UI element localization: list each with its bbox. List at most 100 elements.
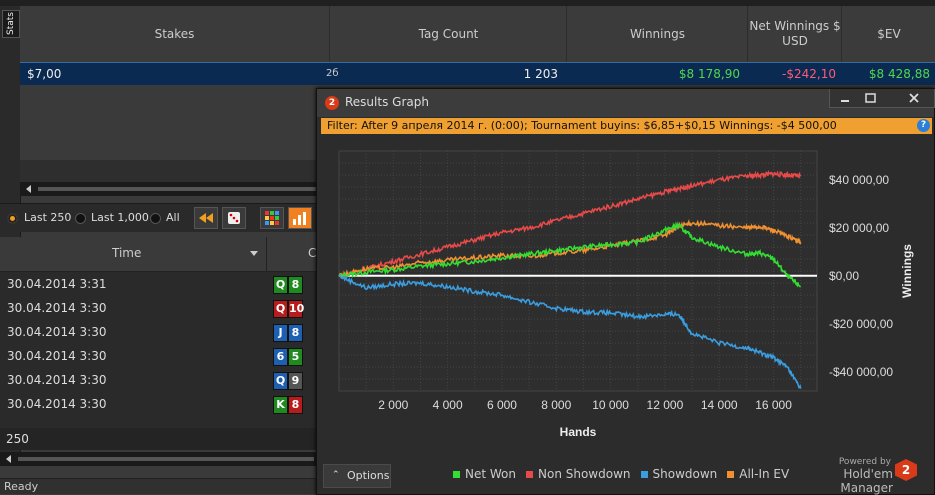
col-tag-count-header[interactable]: Tag Count [329, 6, 567, 62]
card-1: K [273, 396, 288, 414]
hand-row[interactable]: 30.04.2014 3:31 Q 8 [0, 272, 320, 297]
card-2: 8 [288, 276, 303, 294]
x-tick-label: 6 000 [487, 398, 517, 412]
minimize-icon[interactable] [832, 89, 858, 107]
hands-count-bar: 250 [0, 428, 320, 450]
col-time-header[interactable]: Time [112, 246, 142, 260]
card-1: 6 [273, 348, 288, 366]
help-icon[interactable]: ? [917, 119, 930, 132]
label-last-1000[interactable]: Last 1,000 [91, 211, 149, 224]
hands-count: 250 [6, 432, 29, 446]
status-text: Ready [4, 480, 39, 493]
stats-row[interactable]: $7,00 2б 1 203 $8 178,90 -$242,10 $8 428… [20, 62, 935, 86]
cell-count: 1 203 [523, 67, 558, 81]
hands-filter-bar: Last 250 Last 1,000 All [0, 203, 320, 232]
hand-time: 30.04.2014 3:30 [7, 325, 107, 339]
cell-ev: $8 428,88 [868, 67, 930, 81]
series-showdown [338, 274, 802, 389]
options-label: Options [347, 469, 390, 482]
hands-horizontal-scrollbar[interactable] [0, 452, 320, 466]
legend-swatch [526, 471, 533, 478]
y-tick-label: $40 000,00 [829, 173, 889, 187]
cell-icon: 2б [326, 68, 339, 79]
maximize-icon[interactable] [858, 89, 884, 107]
x-tick-label: 10 000 [592, 398, 629, 412]
results-graph-window: 2 Results Graph Filter: After 9 апреля 2… [316, 88, 935, 495]
scroll-left-icon[interactable] [26, 185, 31, 193]
graph-filter-line: Filter: After 9 апреля 2014 г. (0:00); T… [321, 118, 932, 134]
sort-down-icon[interactable] [250, 251, 258, 256]
chevron-up-icon: ⌃ [332, 470, 340, 480]
graph-view-icon[interactable] [288, 207, 312, 229]
legend-label: Non Showdown [538, 467, 631, 481]
legend-swatch [453, 471, 460, 478]
hm2-logo-icon: 2 [325, 96, 339, 110]
x-tick-label: 2 000 [378, 398, 408, 412]
label-last-250[interactable]: Last 250 [24, 211, 72, 224]
legend-allin-ev[interactable]: All-In EV [727, 467, 789, 481]
card-2: 5 [288, 348, 303, 366]
x-axis-label: Hands [560, 425, 597, 439]
hand-time: 30.04.2014 3:31 [7, 277, 107, 291]
hand-row[interactable]: 30.04.2014 3:30 K 8 [0, 392, 320, 417]
scroll-thumb[interactable] [18, 457, 314, 461]
hand-row[interactable]: 30.04.2014 3:30 J 8 [0, 320, 320, 345]
filter-text: Filter: After 9 апреля 2014 г. (0:00); T… [327, 119, 837, 132]
col-cards-header[interactable]: C [308, 246, 317, 260]
stats-summary-row [20, 160, 320, 182]
stats-empty-area [20, 85, 320, 160]
dice-icon[interactable] [222, 207, 246, 229]
col-winnings-header[interactable]: Winnings [566, 6, 748, 62]
x-tick-label: 16 000 [755, 398, 792, 412]
y-tick-label: -$40 000,00 [829, 365, 893, 379]
col-ev-header[interactable]: $EV [841, 6, 935, 62]
card-1: Q [273, 276, 288, 294]
card-2: 8 [288, 396, 303, 414]
legend-non-showdown[interactable]: Non Showdown [526, 467, 631, 481]
y-tick-label: $0,00 [829, 269, 859, 283]
window-controls [829, 89, 935, 108]
y-axis-label: Winnings [900, 244, 914, 298]
stats-tab[interactable]: Stats [2, 10, 20, 38]
brand-name: Hold'em Manager [840, 467, 893, 495]
hand-row[interactable]: 30.04.2014 3:30 Q 9 [0, 368, 320, 393]
window-titlebar[interactable]: 2 Results Graph [317, 89, 935, 117]
stats-horizontal-scrollbar[interactable] [20, 182, 320, 196]
card-2: 8 [288, 324, 303, 342]
card-2: 10 [288, 300, 304, 318]
options-button[interactable]: ⌃ Options [323, 464, 391, 488]
radio-all[interactable] [150, 213, 161, 224]
hand-time: 30.04.2014 3:30 [7, 397, 107, 411]
grid-view-icon[interactable] [260, 207, 284, 229]
y-tick-label: $20 000,00 [829, 221, 889, 235]
legend-label: Net Won [465, 467, 516, 481]
rewind-icon[interactable] [194, 207, 218, 229]
radio-last-250[interactable] [7, 213, 18, 224]
card-2: 9 [288, 372, 303, 390]
hand-time: 30.04.2014 3:30 [7, 373, 107, 387]
scroll-left-icon[interactable] [6, 455, 11, 463]
scroll-thumb[interactable] [38, 187, 318, 191]
cell-winnings: $8 178,90 [678, 67, 740, 81]
col-net-winnings-header[interactable]: Net Winnings $ USD [747, 6, 842, 62]
series-net-won [338, 221, 801, 288]
cell-net-winnings: -$242,10 [782, 67, 836, 81]
hand-row[interactable]: 30.04.2014 3:30 6 5 [0, 344, 320, 369]
cell-stakes: $7,00 [27, 67, 62, 81]
col-stakes-header[interactable]: Stakes [154, 27, 195, 41]
x-tick-label: 14 000 [701, 398, 738, 412]
brand-logo-icon: 2 [895, 459, 917, 481]
window-title: Results Graph [345, 95, 429, 109]
label-all[interactable]: All [166, 211, 180, 224]
hand-row[interactable]: 30.04.2014 3:30 Q 10 [0, 296, 320, 321]
radio-last-1000[interactable] [75, 213, 86, 224]
legend-swatch [727, 471, 735, 478]
results-chart: 2 000 4 000 6 000 8 000 10 000 12 000 14 000 16… [338, 150, 914, 439]
y-tick-label: -$20 000,00 [829, 317, 893, 331]
hand-time: 30.04.2014 3:30 [7, 301, 107, 315]
legend-showdown[interactable]: Showdown [640, 467, 717, 481]
x-tick-label: 4 000 [433, 398, 463, 412]
legend-net-won[interactable]: Net Won [453, 467, 516, 481]
x-tick-label: 12 000 [647, 398, 684, 412]
close-icon[interactable] [896, 89, 932, 107]
